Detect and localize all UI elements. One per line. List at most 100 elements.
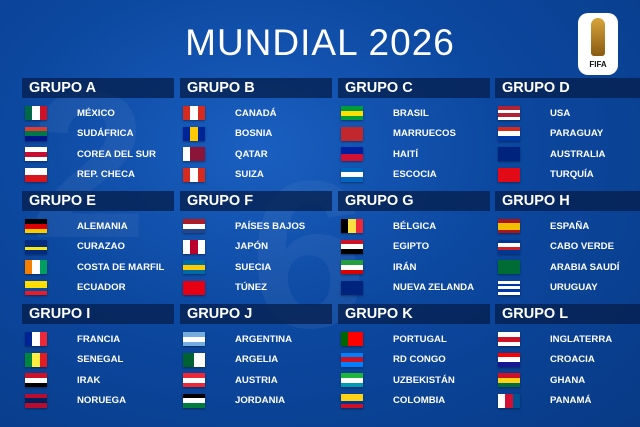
team-name: GHANA (550, 374, 586, 386)
flag-icon (25, 126, 47, 141)
flag-icon (183, 239, 205, 254)
team-name: MARRUECOS (393, 128, 456, 140)
group-title: GRUPO J (180, 304, 332, 324)
flag-icon (341, 393, 363, 408)
team-name: PANAMÁ (550, 395, 592, 407)
flag-icon (341, 219, 363, 234)
team-row: CURAZAO (22, 237, 174, 258)
team-name: SUDÁFRICA (77, 128, 134, 140)
team-row: CABO VERDE (495, 237, 640, 258)
team-row: PARAGUAY (495, 124, 640, 145)
team-row: JORDANIA (180, 391, 332, 412)
group-title: GRUPO H (495, 191, 640, 211)
group-card: GRUPO G BÉLGICA EGIPTO IRÁN NUEVA ZELANDA (338, 191, 490, 298)
team-name: ECUADOR (77, 282, 126, 294)
group-title: GRUPO E (22, 191, 174, 211)
flag-icon (498, 260, 520, 275)
team-row: PANAMÁ (495, 391, 640, 412)
team-row: COLOMBIA (338, 391, 490, 412)
flag-icon (183, 332, 205, 347)
flag-icon (25, 393, 47, 408)
team-name: FRANCIA (77, 333, 121, 345)
team-row: SENEGAL (22, 350, 174, 371)
team-name: UZBEKISTÁN (393, 374, 455, 386)
team-name: BRASIL (393, 107, 429, 119)
team-row: SUECIA (180, 257, 332, 278)
team-name: PARAGUAY (550, 128, 604, 140)
group-card: GRUPO A MÉXICO SUDÁFRICA COREA DEL SUR REP. … (22, 78, 174, 185)
team-row: URUGUAY (495, 278, 640, 299)
team-name: JAPÓN (235, 241, 269, 253)
team-name: BÉLGICA (393, 220, 437, 232)
team-name: IRÁN (393, 261, 417, 273)
team-row: QATAR (180, 144, 332, 165)
flag-icon (341, 167, 363, 182)
flag-icon (25, 373, 47, 388)
team-name: ALEMANIA (77, 220, 128, 232)
flag-icon (25, 352, 47, 367)
team-row: ESCOCIA (338, 165, 490, 186)
team-name: NORUEGA (77, 395, 127, 407)
team-name: ARGENTINA (235, 333, 293, 345)
group-title: GRUPO B (180, 78, 332, 98)
team-row: ARABIA SAUDÍ (495, 257, 640, 278)
team-name: ARGELIA (235, 354, 279, 366)
flag-icon (341, 260, 363, 275)
team-name: MÉXICO (77, 107, 115, 119)
flag-icon (498, 352, 520, 367)
team-name: IRAK (77, 374, 101, 386)
flag-icon (25, 147, 47, 162)
team-row: RD CONGO (338, 350, 490, 371)
flag-icon (498, 167, 520, 182)
flag-icon (183, 167, 205, 182)
group-card: GRUPO I FRANCIA SENEGAL IRAK NORUEGA (22, 304, 174, 411)
team-name: PAÍSES BAJOS (235, 220, 306, 232)
team-row: ARGENTINA (180, 329, 332, 350)
team-name: AUSTRIA (235, 374, 278, 386)
flag-icon (183, 147, 205, 162)
team-name: USA (550, 107, 571, 119)
group-card: GRUPO H ESPAÑA CABO VERDE ARABIA SAUDÍ URUGU… (495, 191, 640, 298)
flag-icon (25, 280, 47, 295)
team-name: HAITÍ (393, 148, 419, 160)
flag-icon (183, 260, 205, 275)
flag-icon (341, 373, 363, 388)
flag-icon (341, 126, 363, 141)
team-row: HAITÍ (338, 144, 490, 165)
team-row: GHANA (495, 370, 640, 391)
flag-icon (183, 393, 205, 408)
team-name: BOSNIA (235, 128, 273, 140)
team-name: REP. CHECA (77, 169, 135, 181)
flag-icon (498, 239, 520, 254)
team-name: CROACIA (550, 354, 595, 366)
flag-icon (498, 280, 520, 295)
team-row: PORTUGAL (338, 329, 490, 350)
team-row: AUSTRIA (180, 370, 332, 391)
team-row: SUDÁFRICA (22, 124, 174, 145)
team-row: MARRUECOS (338, 124, 490, 145)
team-name: PORTUGAL (393, 333, 447, 345)
team-name: ESPAÑA (550, 220, 590, 232)
flag-icon (498, 106, 520, 121)
team-name: CANADÁ (235, 107, 277, 119)
team-name: SENEGAL (77, 354, 124, 366)
team-row: SUIZA (180, 165, 332, 186)
team-row: BÉLGICA (338, 216, 490, 237)
flag-icon (498, 219, 520, 234)
team-row: TURQUÍA (495, 165, 640, 186)
flag-icon (341, 147, 363, 162)
group-card: GRUPO F PAÍSES BAJOS JAPÓN SUECIA TÚNEZ (180, 191, 332, 298)
team-name: AUSTRALIA (550, 148, 606, 160)
group-card: GRUPO J ARGENTINA ARGELIA AUSTRIA JORDANIA (180, 304, 332, 411)
team-name: TÚNEZ (235, 282, 267, 294)
team-name: CABO VERDE (550, 241, 614, 253)
flag-icon (25, 167, 47, 182)
team-name: RD CONGO (393, 354, 446, 366)
flag-icon (341, 332, 363, 347)
team-name: QATAR (235, 148, 268, 160)
flag-icon (183, 106, 205, 121)
team-row: AUSTRALIA (495, 144, 640, 165)
team-row: BOSNIA (180, 124, 332, 145)
team-row: CANADÁ (180, 103, 332, 124)
